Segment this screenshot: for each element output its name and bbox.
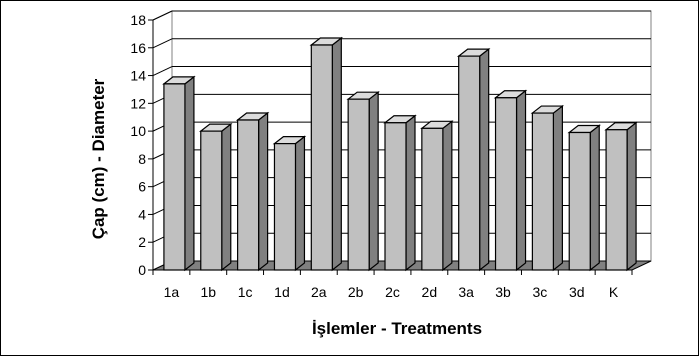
- bar-front: [421, 127, 444, 271]
- bar-side: [552, 104, 563, 272]
- bar-side: [184, 75, 195, 272]
- bar-front: [568, 131, 591, 271]
- bar-front: [605, 129, 628, 271]
- bar-1d: [272, 135, 307, 272]
- y-tick-label: 2: [138, 234, 146, 250]
- bar-2d: [420, 120, 454, 272]
- bar-3a: [456, 47, 491, 272]
- y-axis-ticks: 0 2 4 6 8 10 12 14 16 18: [130, 12, 154, 278]
- gridline-side: [152, 10, 173, 21]
- bar-front: [384, 122, 407, 271]
- bar-side: [515, 89, 527, 272]
- bar-1b: [199, 122, 233, 272]
- x-axis-title: İşlemler - Treatments: [312, 319, 482, 338]
- bar-2a: [309, 36, 344, 272]
- bar-front: [310, 44, 333, 271]
- bar-side: [331, 36, 342, 272]
- bar-side: [368, 90, 379, 272]
- x-tick-label: 2c: [385, 284, 400, 300]
- bar-front: [237, 119, 260, 271]
- x-axis-ticks: 1a 1b 1c 1d 2a 2b 2c 2d 3a 3b 3c 3d K: [152, 269, 633, 300]
- bar-front: [273, 143, 297, 271]
- bar-1c: [235, 111, 270, 272]
- x-tick-label: 1a: [164, 284, 180, 300]
- x-tick-label: 3a: [458, 284, 474, 300]
- x-tick-label: 3d: [569, 284, 585, 300]
- bar-side: [221, 122, 232, 272]
- y-tick-label: 14: [130, 68, 146, 84]
- y-tick-label: 16: [130, 40, 146, 56]
- bar-3b: [493, 89, 528, 272]
- y-axis-title: Çap (cm) - Diameter: [89, 78, 108, 239]
- bar-side: [405, 114, 416, 272]
- bar-front: [163, 83, 186, 271]
- x-tick-label: 2a: [311, 284, 327, 300]
- x-tick-label: 1c: [238, 284, 253, 300]
- y-tick-label: 0: [138, 262, 146, 278]
- bar-2c: [383, 114, 417, 272]
- bar-3c: [530, 104, 565, 272]
- x-tick-label: 2b: [348, 284, 364, 300]
- x-tick-label: 3c: [532, 284, 547, 300]
- y-tick-label: 8: [138, 151, 146, 167]
- bar-front: [200, 130, 223, 271]
- bar-front: [494, 97, 518, 271]
- bar-side: [626, 121, 637, 272]
- x-tick-label: 3b: [495, 284, 511, 300]
- bar-K: [604, 121, 638, 272]
- gridline-side: [152, 38, 173, 49]
- x-tick-label: 1b: [200, 284, 216, 300]
- y-tick-label: 18: [130, 12, 146, 28]
- y-tick-label: 10: [130, 123, 146, 139]
- bar-front: [458, 55, 481, 271]
- bar-side: [258, 111, 269, 272]
- x-tick-label: 1d: [274, 284, 290, 300]
- bar-1a: [162, 75, 196, 272]
- y-tick-label: 6: [138, 179, 146, 195]
- y-tick-label: 12: [130, 95, 146, 111]
- bar-side: [589, 124, 600, 272]
- gridline-side: [152, 66, 173, 77]
- x-tick-label: K: [609, 284, 619, 300]
- x-tick-label: 2d: [422, 284, 438, 300]
- bar-3d: [567, 124, 601, 272]
- bar-side: [479, 47, 490, 272]
- bar-front: [347, 98, 370, 271]
- y-tick-label: 4: [138, 206, 146, 222]
- bar-side: [294, 135, 306, 272]
- bar-2b: [346, 90, 380, 272]
- bar-side: [442, 120, 453, 272]
- bar-front: [531, 112, 554, 271]
